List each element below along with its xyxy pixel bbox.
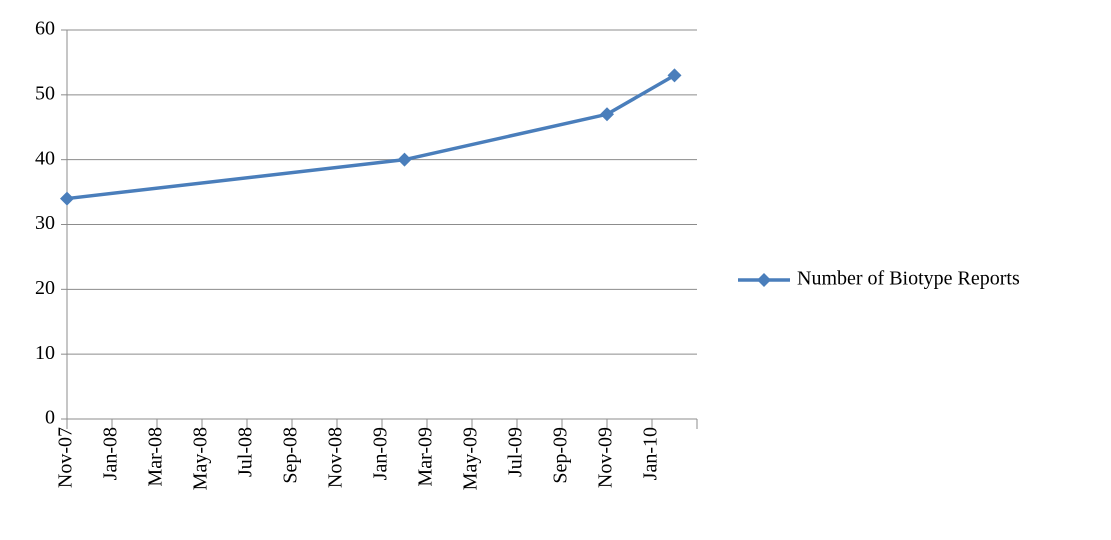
x-tick-label: Nov-08 (325, 427, 347, 488)
y-tick-label: 60 (35, 18, 55, 40)
y-tick-label: 20 (35, 277, 55, 299)
point-marker (667, 68, 682, 83)
y-tick-label: 50 (35, 82, 55, 104)
x-tick-label: Jan-09 (370, 427, 392, 480)
x-tick-label: Sep-09 (550, 427, 572, 484)
x-tick-label: Mar-08 (145, 427, 167, 487)
point-marker (600, 107, 614, 122)
x-tick-label: Nov-09 (595, 427, 617, 488)
y-tick-label: 0 (45, 407, 55, 429)
legend-label: Number of Biotype Reports (797, 268, 1020, 290)
x-tick-label: Mar-09 (415, 427, 437, 487)
x-tick-label: Jul-08 (235, 427, 257, 477)
x-tick-label: Jan-10 (640, 427, 662, 480)
legend-marker (757, 273, 771, 287)
x-tick-label: May-08 (190, 427, 212, 490)
series-line (66, 73, 676, 201)
x-tick-label: Nov-07 (55, 427, 77, 488)
y-tick-label: 40 (35, 147, 55, 169)
point-marker (397, 152, 412, 167)
x-tick-label: Jul-09 (505, 427, 527, 477)
x-tick-label: Jan-08 (100, 427, 122, 480)
point-marker (60, 191, 74, 206)
x-tick-label: Sep-08 (280, 427, 302, 484)
x-tick-label: May-09 (460, 427, 482, 490)
y-tick-label: 10 (35, 342, 55, 364)
y-tick-label: 30 (35, 212, 55, 234)
